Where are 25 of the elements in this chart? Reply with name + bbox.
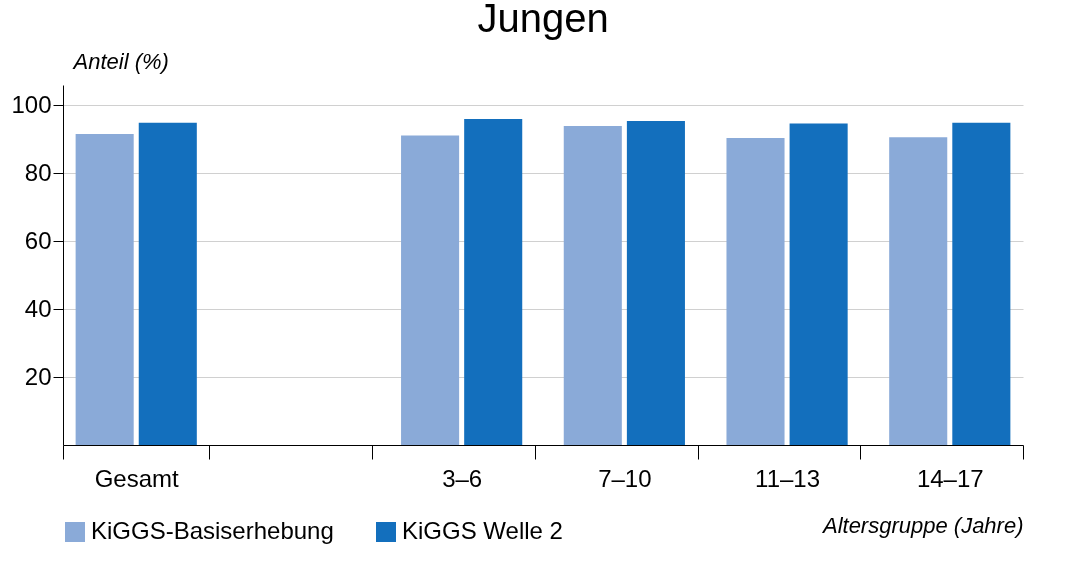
bar bbox=[75, 133, 134, 445]
bar bbox=[952, 122, 1011, 445]
bar bbox=[138, 122, 197, 445]
bar bbox=[889, 137, 948, 445]
y-tick-label: 60 bbox=[24, 226, 52, 254]
x-tick-label: 7–10 bbox=[598, 464, 652, 492]
x-tick-label: 11–13 bbox=[755, 464, 821, 492]
legend-label: KiGGS Welle 2 bbox=[402, 517, 563, 544]
y-tick-label: 80 bbox=[24, 158, 52, 186]
y-tick-label: 20 bbox=[24, 362, 52, 390]
legend-label: KiGGS-Basiserhebung bbox=[91, 517, 334, 544]
x-tick-label: 14–17 bbox=[916, 464, 984, 492]
bar bbox=[726, 137, 785, 445]
y-tick-label: 100 bbox=[11, 90, 52, 118]
bar bbox=[401, 135, 460, 445]
bar bbox=[626, 121, 685, 445]
bar bbox=[464, 118, 523, 445]
bar bbox=[789, 123, 848, 445]
chart-title: Jungen bbox=[477, 0, 609, 40]
y-axis-title: Anteil (%) bbox=[71, 48, 169, 74]
x-tick-label: 3–6 bbox=[442, 464, 483, 492]
y-tick-label: 40 bbox=[24, 294, 52, 322]
x-tick-label: Gesamt bbox=[94, 464, 180, 492]
bar bbox=[563, 126, 622, 445]
x-axis-title: Altersgruppe (Jahre) bbox=[820, 512, 1024, 538]
